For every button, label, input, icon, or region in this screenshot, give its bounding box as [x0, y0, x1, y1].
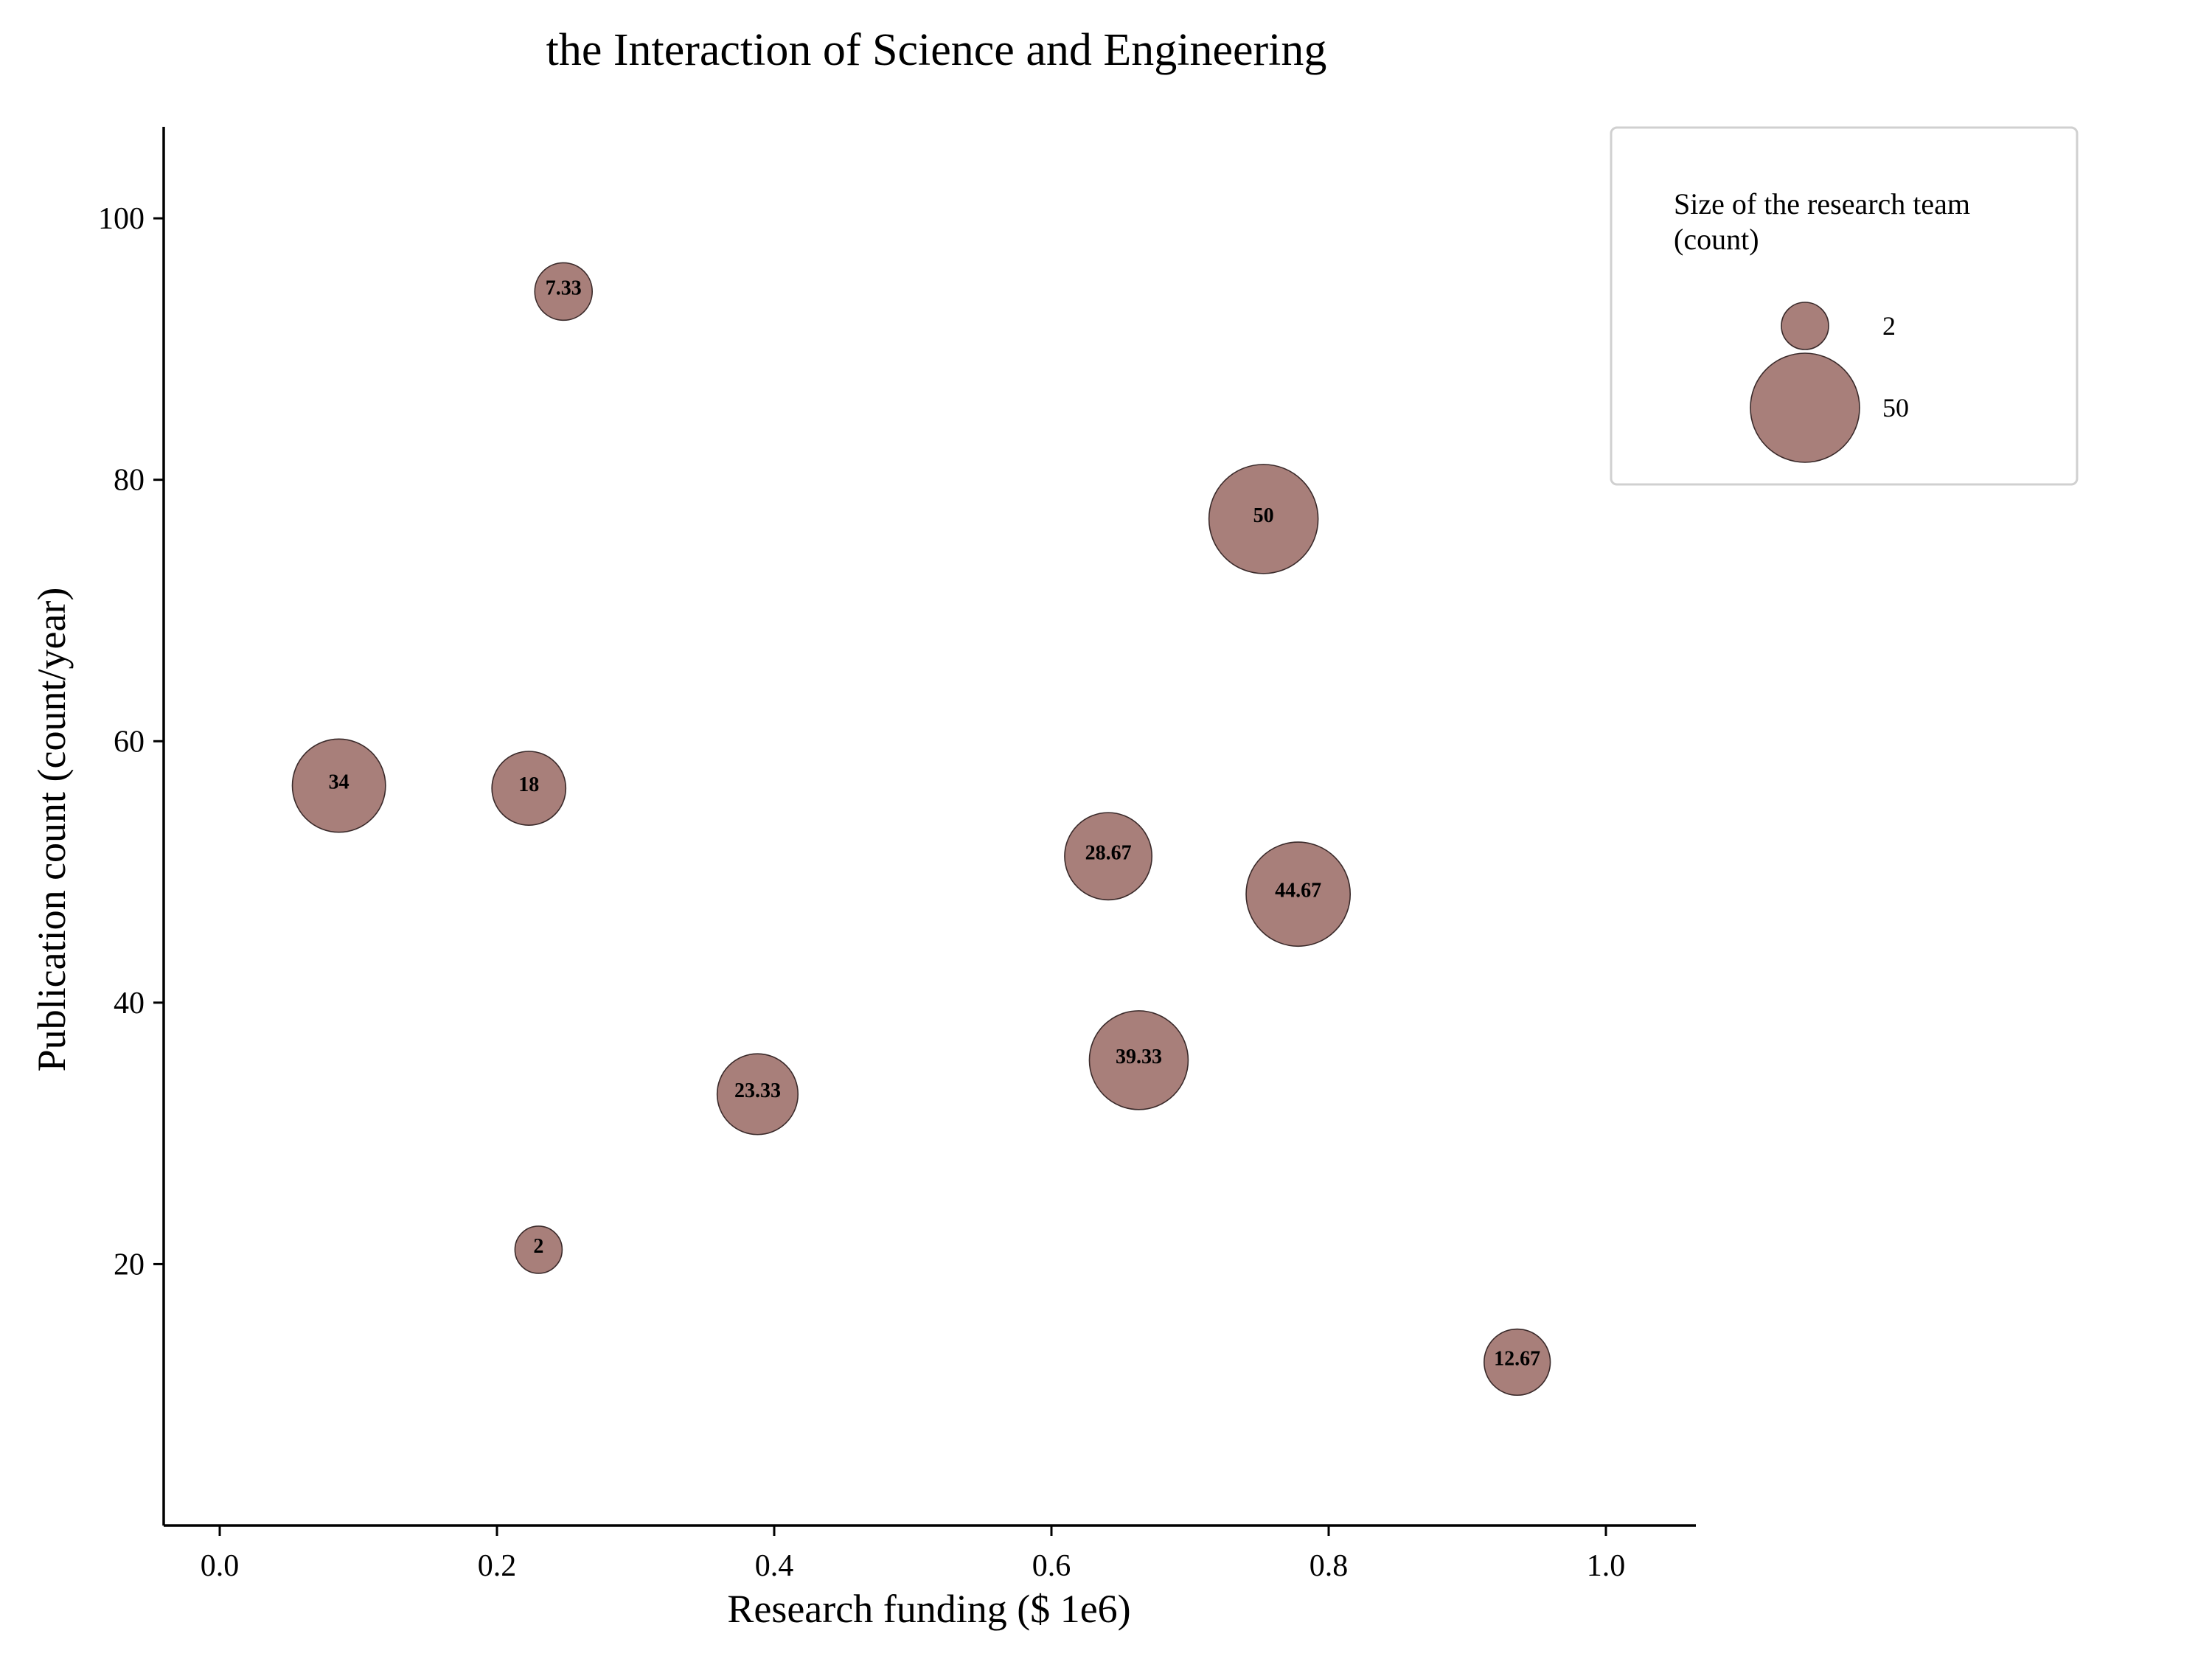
bubble-label: 28.67: [1085, 841, 1132, 864]
y-ticks: 20 40 60 80 100: [98, 202, 164, 1281]
bubble: [1064, 812, 1153, 901]
legend-entries: 2 50: [1750, 302, 1909, 463]
bubble: [514, 1225, 563, 1274]
bubble-label: 50: [1253, 504, 1274, 527]
x-tick-label: 0.2: [478, 1549, 517, 1583]
bubble-label: 18: [518, 773, 539, 796]
x-tick-label: 0.0: [201, 1549, 240, 1583]
y-tick-label: 60: [114, 725, 145, 759]
legend-title-line-2: (count): [1674, 223, 1759, 256]
bubble: [491, 751, 567, 826]
bubble-label: 34: [329, 771, 349, 794]
bubble-label: 44.67: [1275, 880, 1321, 902]
y-tick-label: 80: [114, 464, 145, 498]
bubble-label: 39.33: [1116, 1046, 1162, 1068]
x-tick-label: 0.4: [755, 1549, 794, 1583]
legend-label: 50: [1882, 393, 1909, 422]
bubble-label: 2: [533, 1235, 543, 1258]
x-tick-label: 0.8: [1310, 1549, 1349, 1583]
bubble: [291, 738, 386, 833]
x-ticks: 0.0 0.2 0.4 0.6 0.8 1.0: [201, 1526, 1626, 1583]
axes: [162, 127, 1696, 1527]
legend-marker: [1781, 302, 1829, 350]
y-tick-label: 100: [98, 202, 145, 236]
bubbles: 7.33 50 34 18 28.67 44.67 39.33 23.33 2 12.67: [291, 262, 1551, 1397]
bubble-label: 12.67: [1494, 1347, 1540, 1370]
bubble: [1088, 1010, 1189, 1110]
x-tick-label: 1.0: [1587, 1549, 1626, 1583]
y-tick-label: 40: [114, 987, 145, 1020]
legend: Size of the research team (count) 2 50: [1610, 126, 2079, 486]
chart-title: the Interaction of Science and Engineeri…: [546, 25, 1327, 75]
bubble-label: 23.33: [734, 1079, 781, 1102]
bubble: [1245, 841, 1352, 947]
bubble: [1484, 1328, 1551, 1397]
bubble: [716, 1053, 799, 1135]
bubble: [1208, 464, 1319, 574]
legend-label: 2: [1882, 311, 1896, 341]
legend-marker: [1750, 352, 1860, 463]
x-axis-title: Research funding ($ 1e6): [727, 1587, 1130, 1631]
bubble-label: 7.33: [546, 276, 582, 299]
bubble: [534, 262, 594, 321]
y-tick-label: 20: [114, 1248, 145, 1281]
y-axis-title: Publication count (count/year): [29, 588, 74, 1072]
legend-title-line-1: Size of the research team: [1674, 187, 1970, 220]
x-tick-label: 0.6: [1032, 1549, 1071, 1583]
legend-box: [1610, 126, 2079, 486]
